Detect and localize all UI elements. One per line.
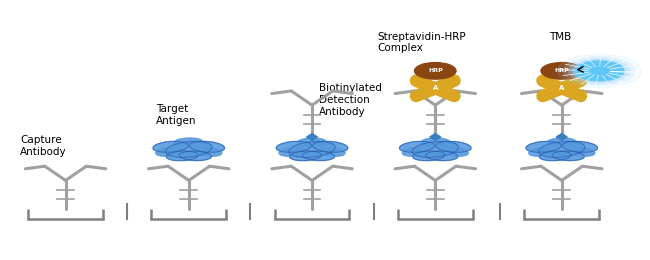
Text: Streptavidin-HRP
Complex: Streptavidin-HRP Complex	[377, 32, 465, 53]
Text: Target
Antigen: Target Antigen	[157, 104, 197, 126]
Ellipse shape	[540, 151, 571, 161]
Ellipse shape	[436, 141, 471, 152]
Circle shape	[415, 63, 456, 79]
Ellipse shape	[276, 141, 311, 152]
Circle shape	[572, 60, 627, 82]
Polygon shape	[430, 134, 441, 140]
Circle shape	[541, 63, 582, 79]
Ellipse shape	[444, 148, 468, 156]
Circle shape	[550, 84, 573, 93]
Circle shape	[424, 84, 447, 93]
Text: TMB: TMB	[549, 32, 571, 42]
Ellipse shape	[290, 151, 322, 161]
Ellipse shape	[198, 148, 222, 156]
Circle shape	[564, 57, 635, 85]
Ellipse shape	[412, 141, 458, 157]
Ellipse shape	[189, 141, 225, 152]
Ellipse shape	[539, 141, 585, 157]
Text: A: A	[433, 85, 438, 91]
Ellipse shape	[570, 148, 595, 156]
Ellipse shape	[547, 138, 576, 146]
Ellipse shape	[166, 141, 212, 157]
Ellipse shape	[426, 151, 458, 161]
Text: A: A	[559, 85, 564, 91]
Ellipse shape	[289, 141, 335, 157]
Ellipse shape	[302, 151, 335, 161]
Circle shape	[558, 54, 642, 88]
Ellipse shape	[166, 151, 198, 161]
Ellipse shape	[413, 151, 445, 161]
Circle shape	[575, 61, 624, 81]
Text: Capture
Antibody: Capture Antibody	[20, 135, 67, 157]
Ellipse shape	[526, 141, 561, 152]
Ellipse shape	[156, 148, 180, 156]
Ellipse shape	[562, 141, 597, 152]
Ellipse shape	[313, 141, 348, 152]
Ellipse shape	[528, 148, 553, 156]
Ellipse shape	[153, 141, 188, 152]
Polygon shape	[556, 134, 567, 140]
Circle shape	[569, 58, 630, 83]
Ellipse shape	[320, 148, 345, 156]
Ellipse shape	[298, 138, 326, 146]
Ellipse shape	[421, 138, 450, 146]
Ellipse shape	[552, 151, 584, 161]
Text: HRP: HRP	[554, 68, 569, 73]
Ellipse shape	[279, 148, 304, 156]
Ellipse shape	[175, 138, 203, 146]
Ellipse shape	[179, 151, 211, 161]
Text: Biotinylated
Detection
Antibody: Biotinylated Detection Antibody	[318, 83, 382, 117]
Text: HRP: HRP	[428, 68, 443, 73]
Polygon shape	[307, 134, 317, 140]
Ellipse shape	[402, 148, 427, 156]
Ellipse shape	[400, 141, 435, 152]
